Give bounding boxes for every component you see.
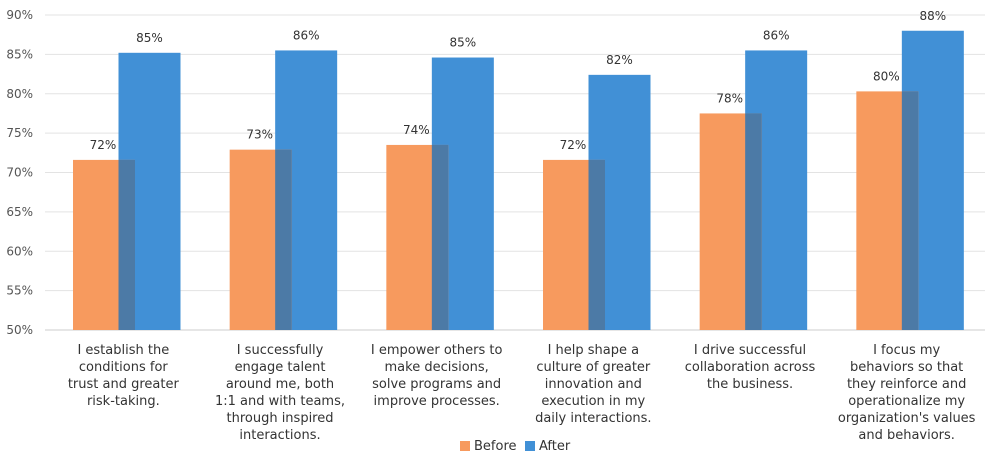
data-label-after-2: 86% (293, 28, 320, 42)
legend-label-after: After (539, 439, 571, 454)
x-category-label-4: I help shape a culture of greater innovati… (535, 343, 651, 426)
data-labels: 72% 85% 73% 86% 74% 85% 72% 82% 78% 86% 80% 88% (90, 9, 947, 152)
data-label-after-4: 82% (606, 53, 633, 67)
x-category-label-2: I successfully engage talent around me, bo… (215, 343, 345, 443)
bar-overlap-5 (745, 113, 762, 330)
data-label-after-3: 85% (449, 36, 476, 50)
bar-overlap-3 (431, 144, 449, 330)
legend-swatch-after (525, 441, 535, 451)
data-label-before-2: 73% (246, 128, 273, 142)
y-tick-label: 75% (6, 126, 33, 140)
legend-label-before: Before (474, 439, 517, 454)
x-category-label-6: I focus my behaviors so that they reinforc… (838, 343, 976, 443)
y-axis: 50% 55% 60% 65% 70% 75% 80% 85% 90% (6, 8, 985, 337)
x-category-label-3: I empower others to make decisions, solve … (371, 343, 503, 409)
y-tick-label: 80% (6, 87, 33, 101)
data-label-before-4: 72% (560, 138, 587, 152)
legend-swatch-before (460, 441, 470, 451)
y-tick-label: 65% (6, 205, 33, 219)
data-label-after-6: 88% (919, 9, 946, 23)
y-tick-label: 55% (6, 284, 33, 298)
bar-overlap-1 (118, 159, 135, 330)
y-tick-label: 60% (6, 244, 33, 258)
y-tick-label: 90% (6, 8, 33, 22)
y-tick-label: 85% (6, 47, 33, 61)
data-label-before-3: 74% (403, 123, 430, 137)
grid-lines (45, 14, 985, 331)
data-label-before-1: 72% (90, 138, 117, 152)
x-category-label-5: I drive successful collaboration across th… (685, 343, 816, 392)
bar-overlap-2 (275, 149, 292, 330)
legend: Before After (460, 439, 571, 454)
bars (73, 30, 964, 331)
x-category-label-1: I establish the conditions for trust and g… (68, 343, 180, 409)
bar-overlap-6 (901, 91, 919, 330)
data-label-after-5: 86% (763, 28, 790, 42)
data-label-before-5: 78% (716, 91, 743, 105)
bar-overlap-4 (588, 159, 605, 330)
data-label-after-1: 85% (136, 31, 163, 45)
y-tick-label: 50% (6, 323, 33, 337)
y-tick-label: 70% (6, 166, 33, 180)
x-axis: I establish the conditions for trust and g… (68, 343, 976, 443)
data-label-before-6: 80% (873, 69, 900, 83)
